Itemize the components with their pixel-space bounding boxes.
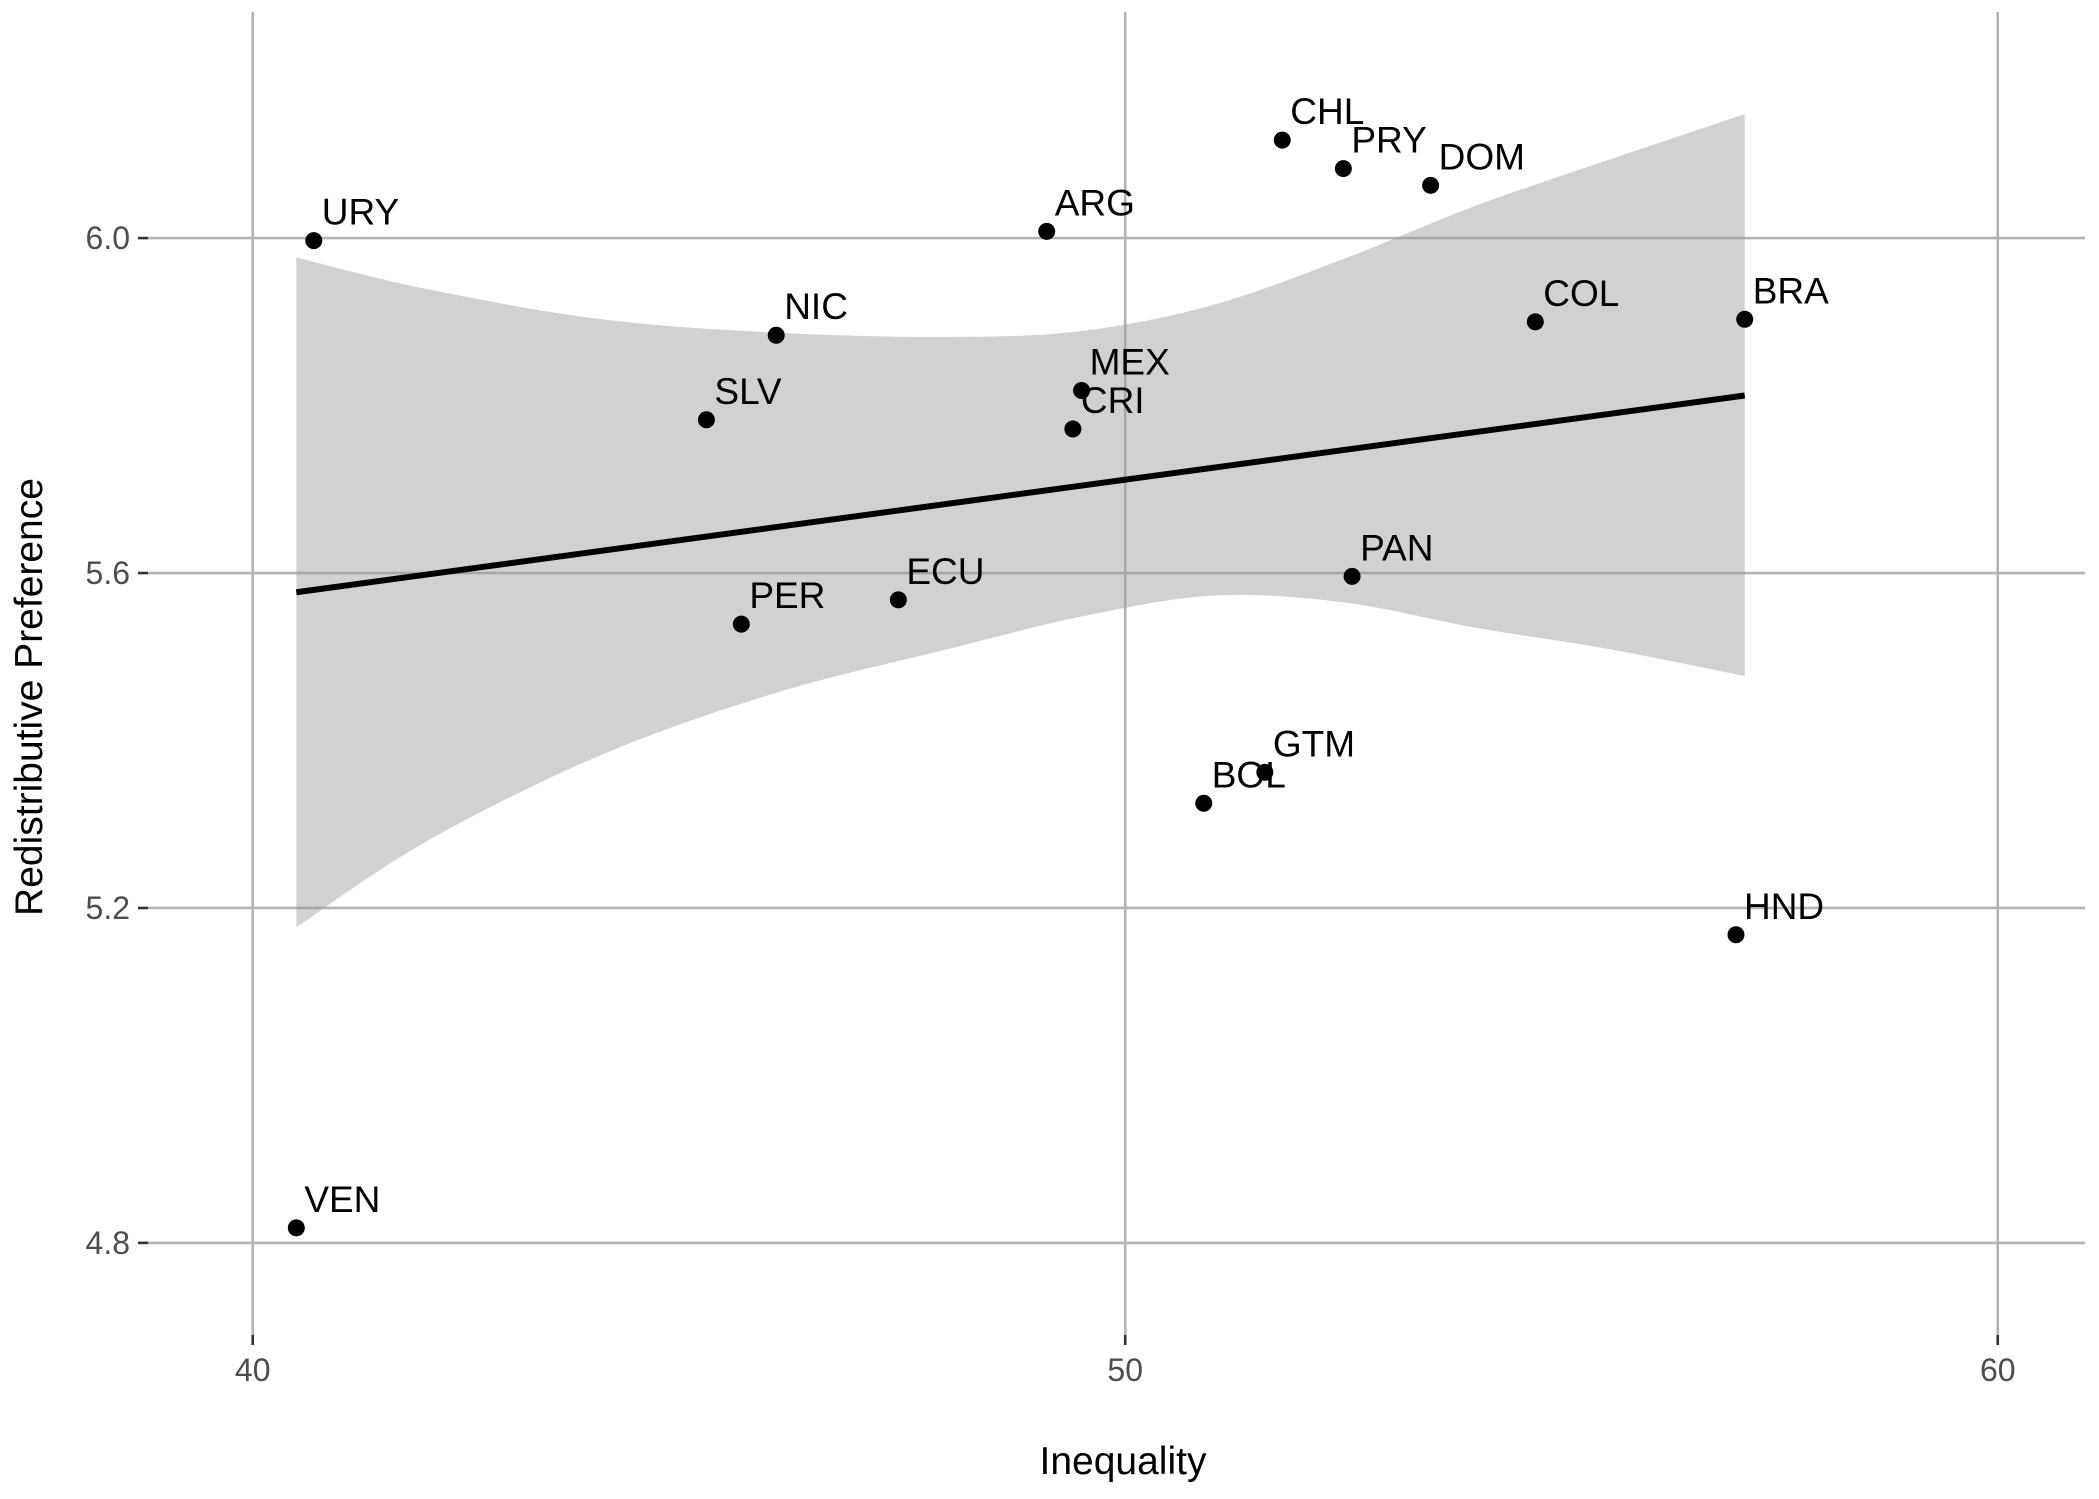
point-label-ven: VEN xyxy=(304,1179,380,1220)
axis-ticks: 40 50 60 4.8 5.2 5.6 6.0 xyxy=(86,220,2016,1388)
regression-line xyxy=(295,392,1746,596)
point-label-arg: ARG xyxy=(1055,182,1135,223)
point-label-pan: PAN xyxy=(1360,527,1433,568)
data-point-ecu xyxy=(889,591,907,609)
data-point-chl xyxy=(1273,131,1291,149)
data-point-pan xyxy=(1343,567,1361,585)
y-tick-label: 6.0 xyxy=(86,220,130,256)
point-label-chl: CHL xyxy=(1290,91,1364,132)
point-label-slv: SLV xyxy=(714,371,782,412)
fit-line-layer xyxy=(295,392,1746,596)
data-point-dom xyxy=(1422,176,1440,194)
point-label-dom: DOM xyxy=(1439,136,1525,177)
data-point-per xyxy=(732,615,750,633)
grid-lines xyxy=(148,12,2085,1335)
confidence-band xyxy=(296,114,1745,928)
point-label-pry: PRY xyxy=(1351,120,1426,161)
point-label-hnd: HND xyxy=(1744,886,1824,927)
point-label-ecu: ECU xyxy=(906,551,984,592)
point-label-mex: MEX xyxy=(1090,341,1170,382)
confidence-band-layer xyxy=(296,114,1745,928)
y-tick-label: 5.6 xyxy=(86,555,130,591)
data-point-slv xyxy=(697,411,715,429)
point-label-gtm: GTM xyxy=(1273,723,1355,764)
x-tick-label: 60 xyxy=(1980,1352,2016,1388)
data-points xyxy=(287,131,1754,1237)
point-label-bol: BOL xyxy=(1212,754,1286,795)
data-point-ury xyxy=(305,232,323,250)
data-point-arg xyxy=(1038,222,1056,240)
data-point-nic xyxy=(767,326,785,344)
x-tick-label: 50 xyxy=(1107,1352,1143,1388)
data-point-cri xyxy=(1064,420,1082,438)
point-label-nic: NIC xyxy=(784,286,848,327)
point-label-bra: BRA xyxy=(1753,270,1829,311)
data-point-gtm xyxy=(1256,763,1274,781)
x-tick-label: 40 xyxy=(235,1352,271,1388)
x-axis-title: Inequality xyxy=(1040,1440,1207,1483)
y-tick-label: 4.8 xyxy=(86,1225,130,1261)
point-label-ury: URY xyxy=(322,192,399,233)
data-point-ven xyxy=(287,1219,305,1237)
data-point-pry xyxy=(1334,160,1352,178)
point-label-col: COL xyxy=(1543,273,1619,314)
y-tick-label: 5.2 xyxy=(86,890,130,926)
data-point-bol xyxy=(1195,794,1213,812)
point-label-cri: CRI xyxy=(1081,380,1145,421)
data-point-hnd xyxy=(1727,926,1745,944)
y-axis-title: Redistributive Preference xyxy=(8,478,51,916)
point-label-per: PER xyxy=(749,575,825,616)
data-point-bra xyxy=(1736,310,1754,328)
data-point-mex xyxy=(1073,381,1091,399)
data-point-col xyxy=(1526,313,1544,331)
